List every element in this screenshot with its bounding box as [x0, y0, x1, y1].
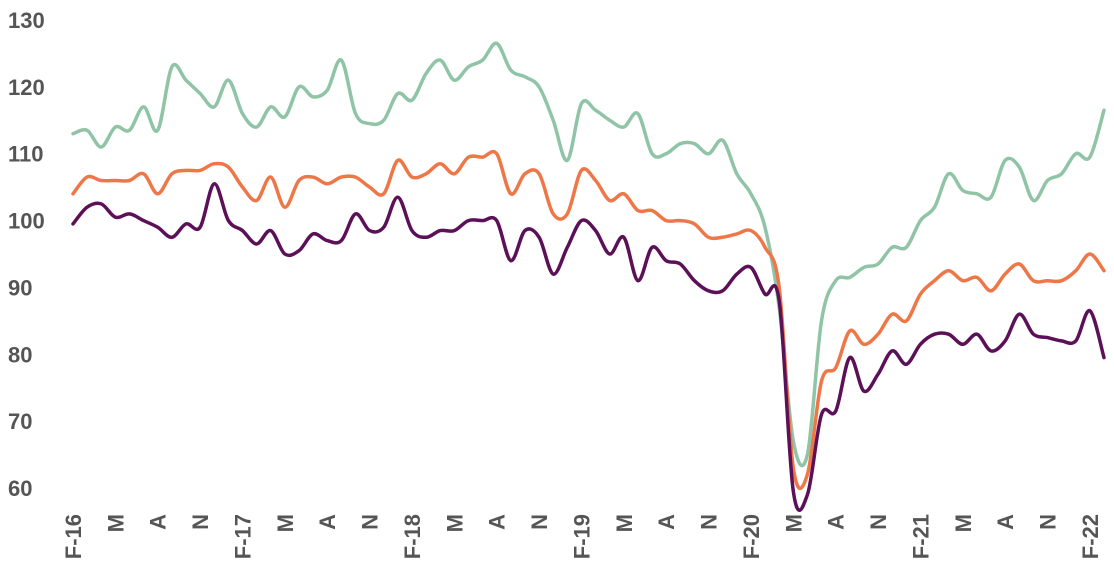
x-tick-label: M [103, 514, 128, 532]
x-tick-label: F-20 [739, 514, 764, 559]
x-tick-label: F-19 [569, 514, 594, 559]
x-tick-label: F-16 [61, 514, 86, 559]
y-tick-label: 80 [8, 342, 32, 367]
y-tick-label: 90 [8, 275, 32, 300]
x-tick-label: A [993, 514, 1018, 530]
x-tick-label: N [188, 514, 213, 530]
x-tick-label: A [315, 514, 340, 530]
x-tick-label: A [485, 514, 510, 530]
series-line-1 [71, 41, 1106, 468]
y-tick-label: 130 [8, 8, 45, 33]
x-tick-label: F-22 [1078, 514, 1103, 559]
x-axis: F-16 M A N F-17 M A N F-18 M A N F-19 M A N F-20 M A N F-21 M… [61, 514, 1103, 559]
x-tick-label: A [146, 514, 171, 530]
x-tick-label: N [866, 514, 891, 530]
series-line-2 [71, 149, 1106, 491]
series-line-3 [71, 182, 1106, 512]
x-tick-label: A [654, 514, 679, 530]
x-tick-label: F-18 [400, 514, 425, 559]
x-tick-label: N [697, 514, 722, 530]
x-tick-label: N [527, 514, 552, 530]
x-tick-label: M [951, 514, 976, 532]
x-tick-label: F-17 [230, 514, 255, 559]
x-tick-label: M [781, 514, 806, 532]
x-tick-label: M [273, 514, 298, 532]
x-tick-label: N [1036, 514, 1061, 530]
x-tick-label: N [358, 514, 383, 530]
y-tick-label: 60 [8, 476, 32, 501]
y-tick-label: 120 [8, 75, 45, 100]
x-tick-label: M [612, 514, 637, 532]
x-tick-label: M [442, 514, 467, 532]
y-axis: 60 70 80 90 100 110 120 130 [8, 8, 45, 501]
x-tick-label: F-21 [908, 514, 933, 559]
x-tick-label: A [824, 514, 849, 530]
y-tick-label: 100 [8, 209, 45, 234]
y-tick-label: 110 [8, 142, 44, 167]
plot-area [71, 41, 1106, 512]
y-tick-label: 70 [8, 409, 32, 434]
